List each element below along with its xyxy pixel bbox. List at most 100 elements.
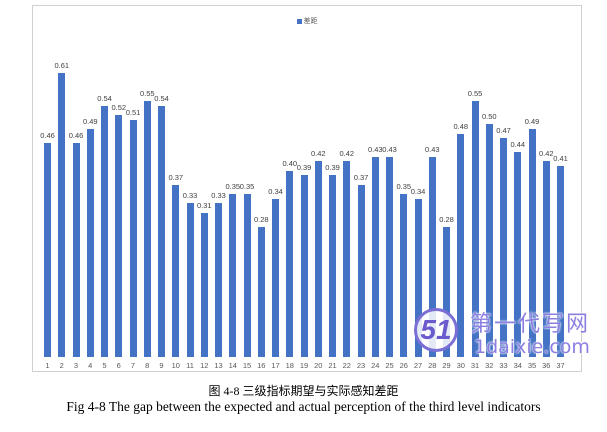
x-tick-label: 23 [356,361,366,370]
data-label: 0.55 [139,88,155,98]
data-label: 0.52 [111,102,127,112]
data-label: 0.49 [82,116,98,126]
data-label: 0.49 [524,116,540,126]
x-tick-label: 9 [159,361,164,370]
x-tick-label: 33 [499,361,508,370]
data-label: 0.39 [296,163,312,173]
x-tick-label: 36 [542,361,551,370]
bar [471,100,479,357]
bar [101,105,108,357]
bar [443,226,450,357]
data-label: 0.46 [68,130,84,140]
data-label: 0.42 [339,149,355,159]
bar [143,100,151,357]
data-label: 0.28 [253,214,269,224]
x-tick-label: 3 [73,361,79,370]
x-tick-label: 18 [285,361,294,370]
bar [158,105,165,357]
x-tick-label: 26 [399,361,408,370]
x-tick-label: 31 [470,361,480,370]
bar [72,142,80,357]
data-label: 0.54 [97,93,112,103]
x-tick-label: 2 [59,361,64,370]
x-tick-label: 24 [371,361,380,370]
figure-caption-chinese: 图 4-8 三级指标期望与实际感知差距 [208,384,399,398]
data-label: 0.54 [154,93,169,103]
legend-label: 差距 [303,18,318,25]
x-tick-label: 35 [527,361,537,370]
x-tick-label: 19 [299,361,309,370]
x-tick-label: 13 [214,361,223,370]
bar [200,212,208,357]
data-label: 0.61 [54,60,70,70]
x-tick-label: 30 [456,361,465,370]
data-label: 0.39 [325,163,340,173]
x-tick-label: 15 [242,361,252,370]
x-tick-label: 1 [45,361,50,370]
data-label: 0.43 [424,144,440,154]
data-label: 0.47 [496,126,511,136]
x-tick-label: 17 [271,361,280,370]
data-label: 0.31 [196,200,212,210]
bar [172,184,180,357]
bar [272,198,279,357]
bar [457,133,465,357]
x-tick-label: 32 [485,361,494,370]
bar [542,161,550,357]
data-label: 0.33 [211,191,226,201]
data-label: 0.40 [282,158,298,168]
bar [314,161,322,357]
x-tick-label: 28 [428,361,437,370]
bar [129,119,137,357]
bar [500,138,507,357]
data-label: 0.41 [553,154,568,164]
x-tick-label: 12 [200,361,209,370]
data-label: 0.37 [353,172,369,182]
chart-legend: 差距 [33,16,581,26]
x-tick-label: 8 [145,361,150,370]
x-tick-label: 37 [556,361,565,370]
data-label: 0.48 [453,121,469,131]
bar [115,114,123,357]
bar [414,198,422,357]
data-label: 0.35 [239,182,255,192]
x-tick-label: 21 [328,361,337,370]
x-tick-label: 27 [413,361,423,370]
x-tick-label: 29 [442,361,451,370]
bar [58,72,66,357]
bar [229,194,237,357]
bar [428,156,436,357]
data-label: 0.28 [439,214,454,224]
x-tick-label: 25 [385,361,394,370]
data-label: 0.37 [168,172,184,182]
bar [186,203,194,357]
bar [528,128,536,357]
x-tick-label: 6 [116,361,121,370]
x-tick-label: 10 [171,361,180,370]
data-label: 0.34 [268,186,283,196]
x-tick-label: 5 [102,361,107,370]
x-tick-label: 34 [513,361,522,370]
chart-frame: 差距 0.46 1 0.61 2 0.46 3 0.49 4 0.54 5 0.52 6 0.51 7 0.… [32,5,582,372]
legend-swatch [296,18,302,24]
bar [386,156,393,357]
bar [557,166,564,357]
x-tick-label: 14 [228,361,237,370]
bar [300,175,308,357]
x-tick-label: 11 [186,361,194,370]
x-tick-label: 22 [342,361,351,370]
bar [86,128,94,357]
x-tick-label: 7 [130,361,136,370]
data-label: 0.34 [410,186,426,196]
data-label: 0.42 [310,149,326,159]
data-label: 0.35 [396,182,412,192]
bar [44,142,51,357]
x-tick-label: 4 [88,361,93,370]
data-label: 0.55 [467,88,483,98]
x-tick-label: 16 [257,361,266,370]
data-label: 0.51 [125,107,141,117]
bar [514,152,522,357]
bar [400,194,408,357]
x-tick-label: 20 [314,361,323,370]
data-label: 0.42 [538,149,554,159]
